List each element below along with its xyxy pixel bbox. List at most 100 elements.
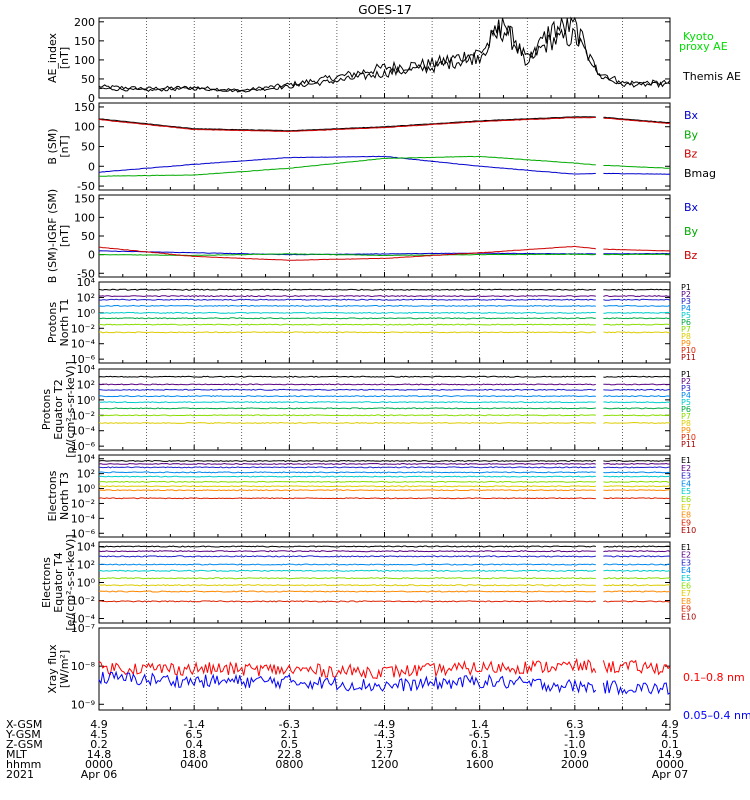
y-tick-label: 10⁻² <box>71 409 95 422</box>
legend-entry: E1 <box>681 543 691 552</box>
series-line <box>99 245 671 261</box>
series-line <box>98 485 671 488</box>
x-axis-value: 4.9 <box>90 718 108 731</box>
legend-entry: P7 <box>681 412 691 421</box>
x-axis-value: 1200 <box>371 758 399 771</box>
y-axis-label: Protons <box>46 302 59 343</box>
x-axis-value: 1.3 <box>376 738 394 751</box>
legend-entry: By <box>684 128 699 141</box>
legend-entry: P1 <box>681 283 691 292</box>
y-tick-label: 10⁻² <box>71 595 95 608</box>
y-tick-label: 10⁻² <box>71 322 95 335</box>
y-axis-label: Equator T2 <box>52 379 65 439</box>
series-line <box>98 155 671 177</box>
x-axis-value: 1600 <box>466 758 494 771</box>
y-tick-label: 10⁻⁷ <box>71 622 95 635</box>
legend-entry: E9 <box>681 605 691 614</box>
legend-entry: proxy AE <box>679 40 728 53</box>
y-axis-label: Xray flux <box>46 644 59 694</box>
legend-entry: E4 <box>681 479 691 488</box>
legend-entry: Bx <box>684 109 699 122</box>
x-axis-row-label: 2021 <box>6 768 34 781</box>
series-line <box>98 489 670 492</box>
series-line <box>98 311 671 314</box>
legend-entry: P2 <box>681 377 691 386</box>
x-axis-value: 2.7 <box>376 748 394 761</box>
y-tick-label: 10⁰ <box>77 307 96 320</box>
series-line <box>98 657 671 680</box>
legend-entry: P10 <box>681 346 696 355</box>
y-axis-label: North T3 <box>58 472 71 520</box>
y-tick-label: 200 <box>74 16 95 29</box>
y-axis-label: AE_index <box>46 32 59 83</box>
y-tick-label: 10⁻⁹ <box>71 698 95 711</box>
legend-entry: 0.05–0.4 nm <box>683 709 750 722</box>
legend-entry: E5 <box>681 574 691 583</box>
legend-entry: P6 <box>681 405 691 414</box>
series-line <box>98 590 671 593</box>
series-line <box>98 563 671 566</box>
x-axis-value: 0000 <box>85 758 113 771</box>
panel-bigrf: 150 100 50 0 -50 B (SM)-IGRF (SM) [nT] Bx By Bz <box>46 189 699 283</box>
series-line <box>98 670 671 696</box>
y-tick-label: 0 <box>88 92 95 105</box>
panel-eet4: 10⁴ 10² 10⁰ 10⁻² 10⁻⁴ Electrons Equator T4 [e/(… <box>40 534 696 630</box>
x-axis-row-label: X-GSM <box>6 718 42 731</box>
x-axis-value: 0.4 <box>185 738 203 751</box>
x-axis-row-label: Z-GSM <box>6 738 43 751</box>
series-line <box>98 577 671 580</box>
series-line <box>98 383 671 386</box>
legend-entry: P5 <box>681 311 691 320</box>
legend: Bx By Bz <box>684 201 699 262</box>
x-axis-row-label: MLT <box>6 748 27 761</box>
x-axis-value: 0.1 <box>471 738 489 751</box>
y-tick-label: 10⁴ <box>77 276 96 289</box>
x-axis-value: 2000 <box>561 758 589 771</box>
series-line <box>98 288 671 291</box>
y-tick-label: 10⁻⁴ <box>71 512 96 525</box>
legend-entry: E8 <box>681 511 691 520</box>
x-axis-value: 14.8 <box>87 748 112 761</box>
x-axis-value: -1.0 <box>564 738 585 751</box>
legend-entry: E2 <box>681 464 691 473</box>
x-axis-value: 22.8 <box>277 748 302 761</box>
series-line <box>98 388 671 391</box>
legend-entry: E2 <box>681 551 691 560</box>
legend-entry: E3 <box>681 558 691 567</box>
y-tick-label: 10⁴ <box>77 541 96 554</box>
y-tick-label: 100 <box>74 211 95 224</box>
x-axis-value: 0000 <box>656 758 684 771</box>
y-tick-label: 10⁻⁸ <box>71 660 96 673</box>
x-axis-value: 0400 <box>180 758 208 771</box>
panel-pet2: 10⁴ 10² 10⁰ 10⁻² 10⁻⁴ 10⁻⁶ Protons Equator T2 [p… <box>40 361 696 458</box>
x-axis-value: 6.8 <box>471 748 489 761</box>
legend-entry: E3 <box>681 472 691 481</box>
x-axis-value: -1.4 <box>183 718 204 731</box>
series-line <box>98 550 671 553</box>
legend-entry: P4 <box>681 304 691 313</box>
legend-entry: P1 <box>681 370 691 379</box>
legend-entry: P9 <box>681 426 691 435</box>
y-axis-label: Equator T4 <box>52 552 65 612</box>
legend-entry: P8 <box>681 332 691 341</box>
y-tick-label: 50 <box>81 73 95 86</box>
series-line <box>98 16 671 93</box>
y-tick-label: 150 <box>74 101 95 114</box>
y-tick-label: 10⁰ <box>77 577 96 590</box>
y-tick-label: 10⁴ <box>77 363 96 376</box>
y-tick-label: 50 <box>81 230 95 243</box>
y-axis-label: [nT] <box>58 225 71 247</box>
series-line <box>98 480 671 483</box>
x-axis-value: 0.1 <box>661 738 679 751</box>
series-line <box>98 421 671 425</box>
legend-entry: P3 <box>681 297 691 306</box>
legend: 0.1–0.8 nm 0.05–0.4 nm <box>683 671 750 722</box>
y-axis-label: [nT] <box>58 47 71 69</box>
x-axis-value: 0.2 <box>90 738 108 751</box>
legend-entry: P2 <box>681 290 691 299</box>
series-line <box>98 459 671 462</box>
x-axis-value: -6.5 <box>469 728 490 741</box>
legend-entry: Bx <box>684 201 699 214</box>
